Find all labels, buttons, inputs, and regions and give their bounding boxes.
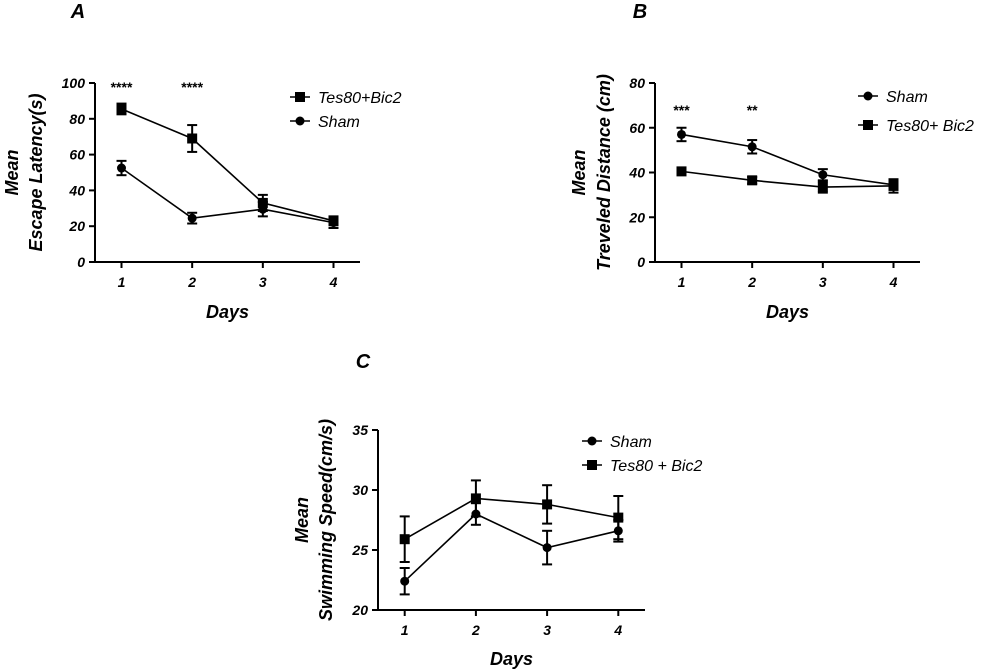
data-point: [187, 213, 197, 223]
data-point: [818, 170, 828, 180]
legend-label: Sham: [886, 89, 928, 106]
data-point: [888, 180, 899, 191]
legend-marker: [863, 91, 873, 101]
series-square: [676, 166, 899, 194]
significance-label: **: [747, 102, 758, 118]
y-tick-label: 40: [628, 165, 645, 181]
legend-marker: [587, 436, 597, 446]
data-point: [613, 512, 624, 523]
data-point: [676, 166, 687, 177]
data-point: [400, 576, 410, 586]
y-tick-label: 20: [68, 218, 85, 234]
y-axis-title-line1: Mean: [292, 497, 312, 543]
legend-label: Sham: [318, 114, 360, 131]
x-tick-label: 2: [187, 274, 196, 290]
legend-label: Tes80+Bic2: [318, 90, 402, 107]
y-tick-label: 0: [77, 254, 85, 270]
x-tick-label: 1: [401, 622, 409, 638]
y-tick-label: 20: [351, 602, 368, 618]
data-point: [399, 534, 410, 545]
x-tick-label: 2: [747, 274, 756, 290]
legend: Sham Tes80 + Bic2: [582, 434, 702, 475]
y-axis-title-line2: Swimming Speed(cm/s): [316, 419, 336, 621]
y-axis-title-line2: Escape Latency(s): [26, 93, 46, 251]
significance-label: ***: [673, 102, 690, 118]
panel-c: C 20 25 30 35 1 2 3 4 Days Mean Swimming Speed(cm/s…: [292, 351, 702, 669]
data-point: [329, 218, 338, 228]
data-point: [542, 499, 553, 510]
y-tick-label: 40: [68, 182, 85, 198]
series-square: [116, 102, 339, 227]
panel-letter: A: [70, 1, 85, 23]
data-point: [542, 543, 552, 553]
data-point: [116, 103, 127, 114]
panel-letter: C: [356, 351, 371, 373]
data-point: [187, 133, 198, 144]
data-point: [817, 182, 828, 193]
series-line: [404, 513, 619, 582]
legend-marker: [295, 116, 305, 126]
panel-a: A 0 20 40 60 80 100 1 2 3 4 Days Mean Escape Latency(…: [2, 1, 402, 322]
x-axis-title: Days: [206, 302, 249, 322]
x-tick-label: 4: [329, 274, 338, 290]
data-point: [747, 175, 758, 186]
series-square: [399, 479, 624, 563]
legend-marker: [587, 460, 597, 470]
legend: Sham Tes80+ Bic2: [858, 89, 974, 135]
y-tick-label: 80: [69, 111, 85, 127]
x-axis-title: Days: [766, 302, 809, 322]
x-tick-label: 3: [259, 274, 267, 290]
x-tick-label: 4: [889, 274, 898, 290]
x-tick-label: 2: [471, 622, 480, 638]
y-tick-label: 25: [351, 542, 368, 558]
series-line: [681, 133, 894, 186]
y-tick-label: 80: [629, 75, 645, 91]
legend: Tes80+Bic2 Sham: [290, 90, 402, 131]
panel-b: B 0 20 40 60 80 1 2 3 4 Days Mean Treveled Distance …: [569, 1, 974, 322]
data-point: [747, 142, 757, 152]
x-tick-label: 3: [543, 622, 551, 638]
series-circle: [116, 159, 339, 229]
y-tick-label: 60: [69, 147, 85, 163]
x-tick-label: 4: [613, 622, 622, 638]
data-point: [677, 129, 686, 139]
y-axis-title-line1: Mean: [569, 149, 589, 195]
series-line: [121, 167, 334, 224]
panel-letter: B: [633, 1, 647, 23]
legend-label: Tes80 + Bic2: [610, 458, 702, 475]
y-tick-label: 20: [628, 209, 645, 225]
series-circle: [399, 502, 624, 596]
y-axis-title-line2: Treveled Distance (cm): [594, 74, 614, 271]
legend-marker: [295, 92, 305, 102]
legend-label: Sham: [610, 434, 652, 451]
x-axis-title: Days: [490, 649, 533, 669]
significance-label: ****: [181, 79, 203, 95]
y-tick-label: 30: [352, 482, 368, 498]
y-tick-label: 0: [637, 254, 645, 270]
y-tick-label: 60: [629, 120, 645, 136]
y-tick-label: 100: [62, 75, 86, 91]
legend-label: Tes80+ Bic2: [886, 118, 974, 135]
significance-label: ****: [111, 79, 133, 95]
series-line: [121, 108, 334, 222]
series-circle: [676, 126, 899, 191]
series-line: [681, 170, 894, 188]
series-line: [404, 497, 619, 540]
x-tick-label: 1: [678, 274, 686, 290]
y-axis-title-line1: Mean: [2, 149, 22, 195]
x-tick-label: 3: [819, 274, 827, 290]
y-tick-label: 35: [352, 422, 368, 438]
data-point: [117, 163, 126, 173]
data-point: [470, 493, 481, 504]
legend-marker: [863, 120, 873, 130]
x-tick-label: 1: [118, 274, 126, 290]
data-point: [258, 204, 268, 214]
